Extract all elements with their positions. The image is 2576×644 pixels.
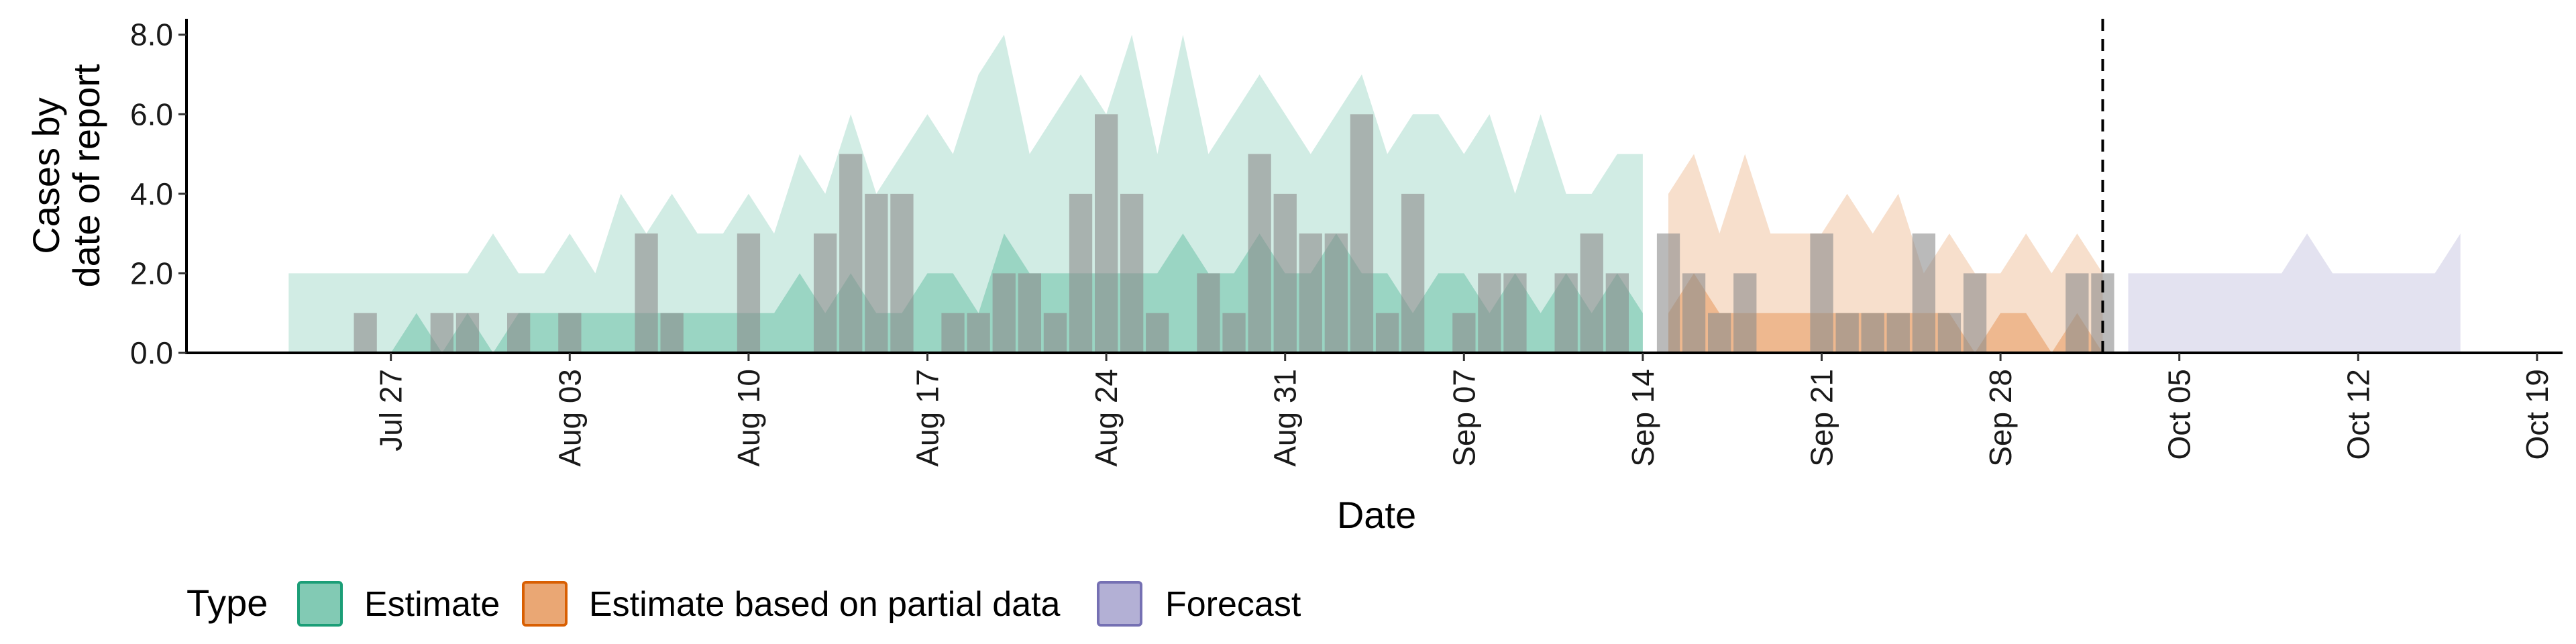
reported-bar-2021-08-18	[941, 313, 965, 353]
reported-bar-2021-08-07	[660, 313, 684, 353]
axes	[185, 19, 2563, 354]
reported-bar-2021-07-26	[354, 313, 377, 353]
reported-bar-2021-09-26	[1937, 313, 1962, 353]
ribbon-layer	[288, 34, 2461, 353]
y-tick-label: 0.0	[130, 335, 173, 370]
legend-key-partial	[522, 581, 568, 627]
reported-bar-2021-09-21	[1810, 233, 1833, 353]
reported-bar-2021-08-03	[558, 313, 582, 353]
x-axis-title: Date	[1337, 494, 1416, 536]
reported-bar-2021-09-25	[1912, 233, 1935, 353]
y-tick-label: 2.0	[130, 256, 173, 290]
x-tick-label: Sep 21	[1805, 369, 1839, 467]
reported-bar-2021-09-11	[1554, 273, 1578, 353]
reported-bar-2021-08-29	[1222, 313, 1246, 353]
reported-bar-2021-08-20	[992, 273, 1016, 353]
reported-bar-2021-08-14	[839, 154, 863, 353]
band-outer-estimate-based-on-partial-data	[1668, 154, 2103, 353]
x-tick-label: Sep 07	[1446, 369, 1481, 467]
reported-bar-2021-09-24	[1886, 313, 1910, 353]
legend-key-forecast	[1097, 581, 1142, 627]
reported-bar-2021-09-16	[1682, 273, 1706, 353]
reported-bar-2021-08-30	[1248, 154, 1271, 353]
x-tick-label: Jul 27	[374, 369, 409, 451]
legend-label-partial: Estimate based on partial data	[589, 585, 1061, 624]
reported-bar-2021-08-06	[635, 233, 658, 353]
x-tick-label: Oct 12	[2341, 369, 2375, 460]
x-tick-label: Aug 17	[910, 369, 945, 467]
reported-bar-2021-08-23	[1069, 193, 1093, 353]
reported-bar-2021-09-09	[1503, 273, 1527, 353]
reported-bar-2021-07-30	[455, 313, 480, 353]
reported-bar-2021-09-12	[1580, 233, 1603, 353]
reported-bar-2021-09-23	[1861, 313, 1884, 353]
reported-bar-2021-09-18	[1733, 273, 1757, 353]
reported-bar-2021-08-10	[737, 233, 761, 353]
reported-bar-2021-08-16	[890, 193, 914, 353]
reported-bar-2021-09-01	[1299, 233, 1322, 353]
reported-bar-2021-09-04	[1375, 313, 1399, 353]
reported-bar-2021-09-17	[1708, 313, 1731, 353]
y-axis-title-line-1: Cases by	[25, 97, 67, 254]
legend-key-estimate	[297, 581, 343, 627]
x-tick-label: Oct 19	[2520, 369, 2555, 460]
band-outer-forecast	[2128, 233, 2461, 353]
reported-bar-2021-08-21	[1018, 273, 1041, 353]
reported-bar-2021-08-01	[507, 313, 531, 353]
reported-bar-2021-08-22	[1043, 313, 1067, 353]
y-tick-label: 8.0	[130, 17, 173, 52]
reported-bar-2021-09-13	[1605, 273, 1629, 353]
reported-bar-2021-07-29	[430, 313, 453, 353]
reported-bar-2021-08-28	[1197, 273, 1220, 353]
x-tick-label: Sep 28	[1983, 369, 2018, 467]
x-tick-label: Sep 14	[1625, 369, 1660, 467]
reported-bar-2021-08-25	[1120, 193, 1144, 353]
x-tick-label: Aug 24	[1089, 369, 1124, 467]
reported-bar-2021-09-08	[1478, 273, 1501, 353]
reported-bar-2021-08-19	[967, 313, 990, 353]
x-tick-label: Aug 03	[552, 369, 587, 467]
legend: Type Estimate Estimate based on partial …	[186, 581, 1301, 627]
reported-bar-2021-09-02	[1324, 233, 1348, 353]
reported-bar-2021-09-22	[1835, 313, 1859, 353]
legend-label-estimate: Estimate	[364, 585, 500, 624]
reported-bar-2021-09-27	[1963, 273, 1987, 353]
reported-bar-2021-10-01	[2065, 273, 2089, 353]
y-tick-label: 6.0	[130, 97, 173, 131]
x-tick-label: Aug 10	[731, 369, 766, 467]
reported-bar-2021-08-26	[1146, 313, 1169, 353]
reported-bar-2021-08-15	[865, 193, 888, 353]
x-tick-label: Aug 31	[1268, 369, 1303, 467]
x-tick-label: Oct 05	[2162, 369, 2197, 460]
reported-bar-2021-09-07	[1452, 313, 1476, 353]
y-axis-title-line-2: date of report	[65, 64, 107, 288]
reported-bar-2021-09-03	[1350, 114, 1374, 354]
x-axis-ticks: Jul 27 Aug 03 Aug 10 Aug 17 Aug 24 Aug 31 Sep …	[374, 353, 2555, 467]
reported-cases-bars	[354, 114, 2114, 354]
reported-bar-2021-08-31	[1273, 193, 1297, 353]
legend-label-forecast: Forecast	[1165, 585, 1301, 624]
reported-bar-2021-09-15	[1656, 233, 1680, 353]
y-tick-label: 4.0	[130, 176, 173, 211]
reported-bar-2021-08-24	[1095, 114, 1118, 354]
band-inner-estimate-based-on-partial-data	[1668, 273, 2103, 353]
reported-bar-2021-09-05	[1401, 193, 1425, 353]
legend-title: Type	[186, 582, 268, 624]
y-axis-ticks: 0.0 2.0 4.0 6.0 8.0	[130, 17, 186, 370]
reported-bar-2021-08-13	[814, 233, 837, 353]
